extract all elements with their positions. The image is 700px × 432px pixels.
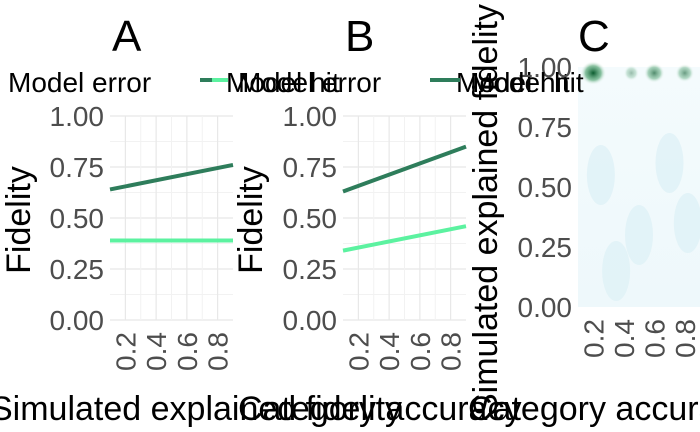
density-hotspot [623, 65, 639, 81]
y-tick-label: 0.25 [50, 254, 105, 285]
y-tick-label: 0.75 [283, 152, 338, 183]
y-tick-label: 0.00 [283, 305, 338, 336]
x-tick-label: 0.4 [141, 332, 172, 371]
legend-label: Model error [8, 67, 151, 98]
series-line [342, 144, 467, 194]
panel-a-letter: A [112, 12, 142, 61]
density-cell [625, 205, 653, 265]
x-tick-label: 0.4 [609, 319, 640, 358]
y-tick-label: 0.75 [518, 112, 573, 143]
y-axis-title: Simulated explained fidelity [467, 4, 505, 416]
y-tick-label: 1.00 [518, 52, 573, 83]
y-tick-label: 0.50 [518, 172, 573, 203]
legend-label: Model error [238, 67, 381, 98]
panel-c-letter: C [578, 12, 610, 61]
x-tick-label: 0.2 [110, 332, 141, 371]
x-tick-label: 0.2 [578, 319, 609, 358]
density-cell [586, 145, 615, 205]
x-axis-title: Category accuracy [238, 390, 521, 428]
y-tick-label: 0.50 [50, 203, 105, 234]
panel-c: C 0.00 0.25 0.50 0.75 1.00 0.2 0.4 0.6 0.8 Simula… [444, 4, 700, 428]
y-tick-label: 0.25 [283, 254, 338, 285]
x-axis-title: Category accuracy [468, 390, 700, 428]
legend-label: Model hit [226, 67, 340, 98]
x-tick-label: 0.8 [436, 332, 467, 371]
density-hotspot [675, 63, 695, 83]
panel-b-letter: B [345, 12, 374, 61]
x-tick-label: 0.6 [405, 332, 436, 371]
x-tick-label: 0.6 [639, 319, 670, 358]
y-tick-label: 1.00 [283, 101, 338, 132]
y-axis-title: Fidelity [0, 166, 38, 274]
density-hotspot [580, 61, 607, 85]
legend: Model error Model hit [8, 67, 340, 98]
y-tick-label: 0.00 [518, 292, 573, 323]
x-tick-label: 0.2 [343, 332, 374, 371]
legend: Model hit [444, 67, 584, 98]
density-cell [602, 241, 631, 301]
y-tick-label: 0.00 [50, 305, 105, 336]
y-tick-label: 0.25 [518, 232, 573, 263]
series-line [109, 162, 234, 192]
x-tick-label: 0.8 [203, 332, 234, 371]
series-line [342, 224, 467, 253]
legend: Model error Model hit [212, 67, 570, 98]
y-axis-title: Fidelity [232, 166, 270, 274]
x-tick-label: 0.6 [172, 332, 203, 371]
y-tick-label: 0.50 [283, 203, 338, 234]
density-cell [673, 193, 700, 253]
x-axis-title: Simulated explained fidelity [0, 390, 402, 428]
y-tick-label: 1.00 [50, 101, 105, 132]
x-tick-label: 0.8 [670, 319, 700, 358]
y-tick-label: 0.75 [50, 152, 105, 183]
panel-b: B 0.00 0.25 0.50 0.75 1.00 0.2 0.4 0.6 0.8 Fideli… [212, 12, 570, 428]
density-cell [655, 133, 684, 193]
x-tick-label: 0.4 [374, 332, 405, 371]
legend-label: Model hit [470, 67, 584, 98]
legend-label: Model hit [456, 67, 570, 98]
density-hotspot [643, 63, 665, 83]
panel-a: A 0.000.250.500.751.000.2 0.4 0.6 0.8Fideli… [0, 12, 402, 428]
